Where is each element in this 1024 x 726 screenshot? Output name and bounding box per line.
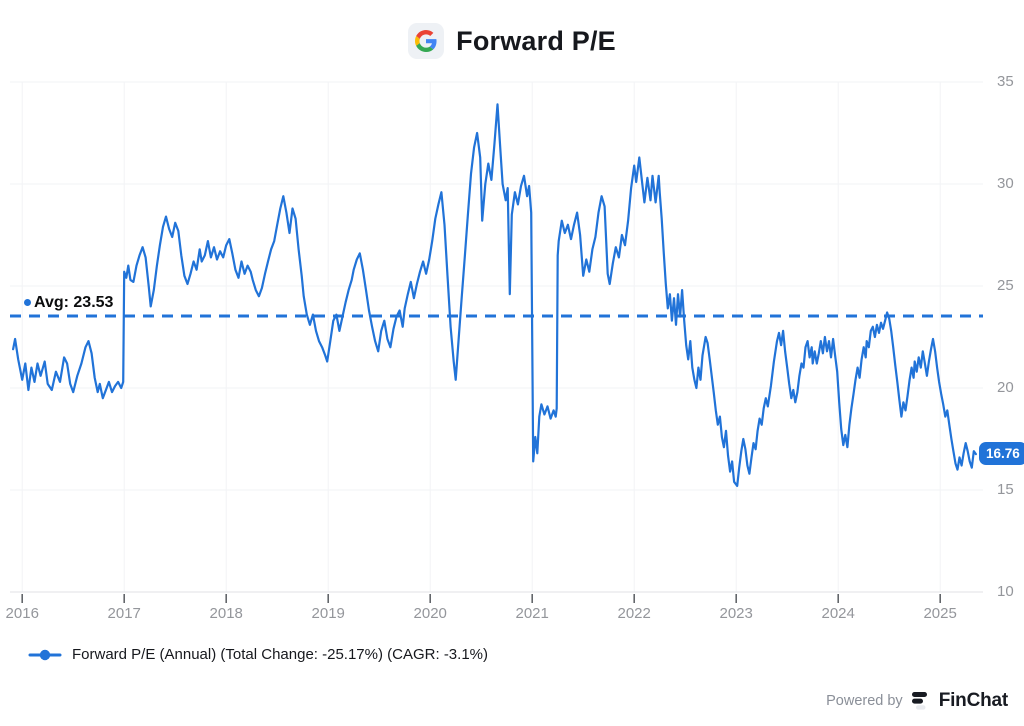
x-tick-label: 2022 [617, 605, 651, 622]
finchat-logo-icon [911, 692, 927, 710]
y-tick-label: 20 [997, 379, 1014, 396]
x-tick-label: 2018 [209, 605, 243, 622]
powered-by-text: Powered by [826, 693, 903, 709]
page-title: Forward P/E [456, 25, 616, 56]
y-tick-label: 30 [997, 175, 1014, 192]
brand-name: FinChat [938, 690, 1009, 711]
average-marker-dot-icon [24, 299, 31, 307]
x-tick-label: 2023 [719, 605, 753, 622]
x-tick-label: 2019 [311, 605, 345, 622]
y-tick-label: 25 [997, 277, 1014, 294]
google-g-glyph [415, 30, 437, 52]
y-tick-label: 35 [997, 73, 1014, 90]
legend-line-marker-icon [28, 649, 62, 660]
average-label: Avg: 23.53 [24, 294, 113, 312]
google-g-icon [408, 23, 445, 59]
legend-item[interactable]: Forward P/E (Annual) (Total Change: -25.… [28, 646, 488, 663]
x-tick-label: 2024 [821, 605, 855, 622]
x-tick-label: 2021 [515, 605, 549, 622]
average-label-text: Avg: 23.53 [34, 293, 114, 311]
powered-by: Powered by FinChat [826, 690, 1008, 712]
y-tick-label: 10 [997, 583, 1014, 600]
legend-label: Forward P/E (Annual) (Total Change: -25.… [72, 646, 488, 663]
last-value-badge: 16.76 [979, 442, 1024, 466]
chart-header: Forward P/E [0, 20, 1024, 62]
x-tick-label: 2020 [413, 605, 447, 622]
x-tick-label: 2017 [107, 605, 141, 622]
x-tick-label: 2025 [923, 605, 957, 622]
y-tick-label: 15 [997, 481, 1014, 498]
x-tick-label: 2016 [5, 605, 39, 622]
